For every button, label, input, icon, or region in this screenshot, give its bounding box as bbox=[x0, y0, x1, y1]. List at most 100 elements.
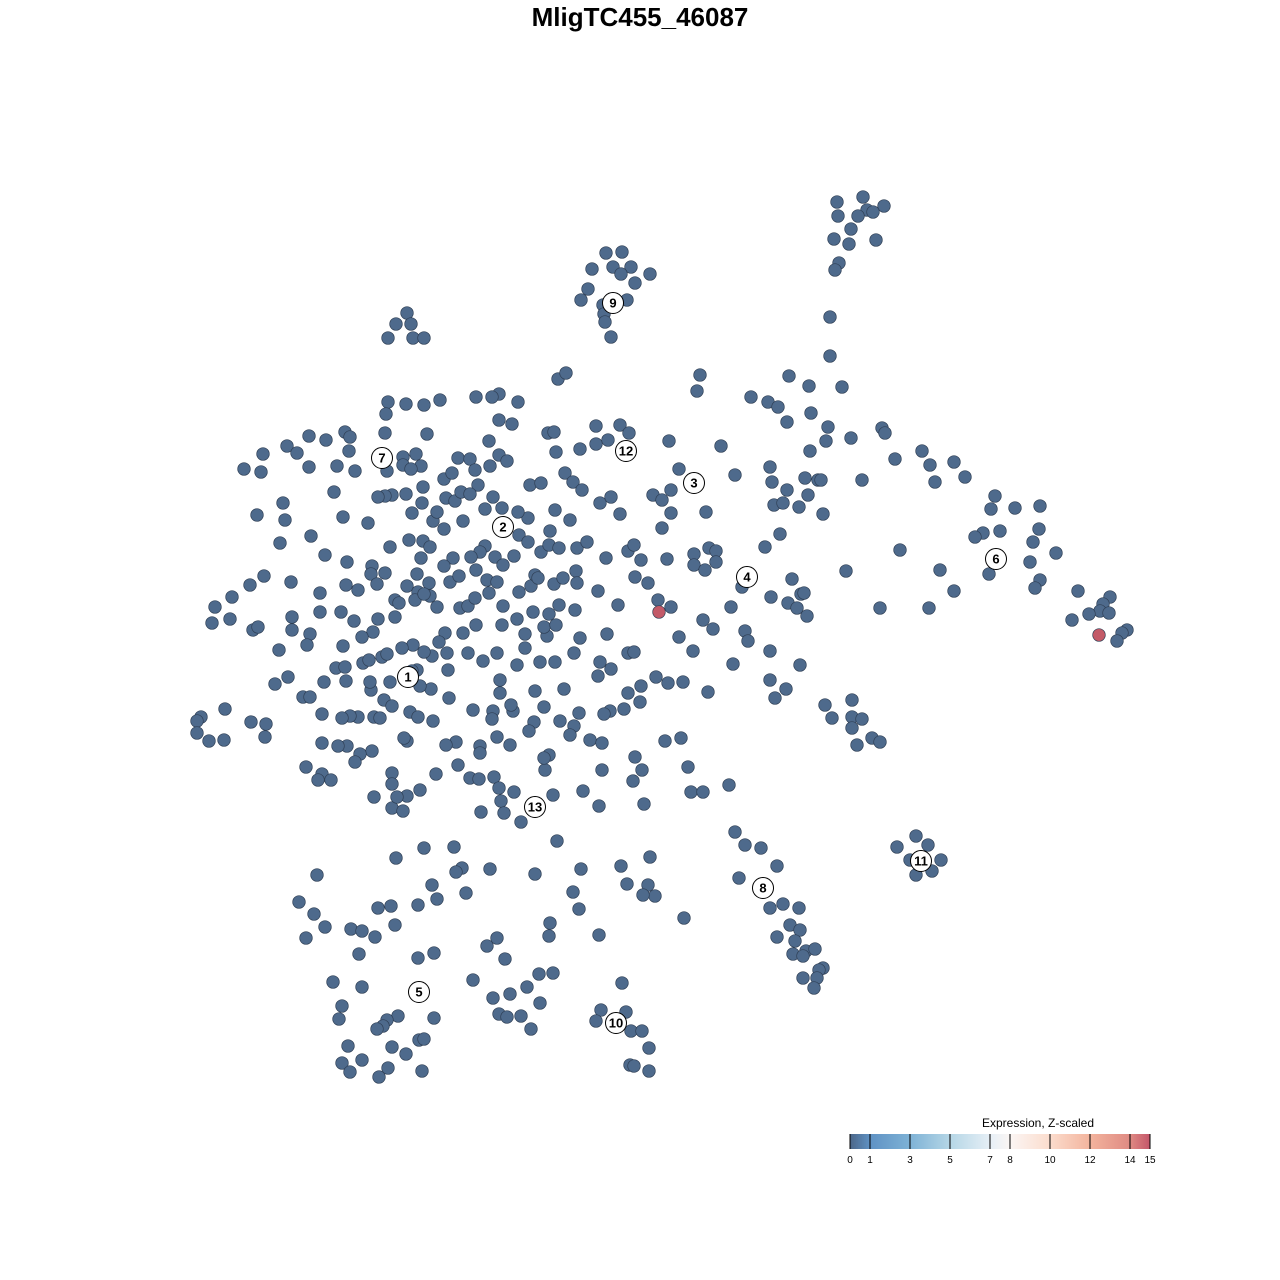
data-point bbox=[490, 575, 504, 589]
data-point bbox=[873, 601, 887, 615]
data-point bbox=[488, 550, 502, 564]
data-point bbox=[410, 567, 424, 581]
data-point bbox=[335, 711, 349, 725]
data-point bbox=[514, 815, 528, 829]
data-point bbox=[424, 682, 438, 696]
data-point bbox=[285, 623, 299, 637]
data-point bbox=[741, 634, 755, 648]
data-point bbox=[542, 929, 556, 943]
cluster-label: 1 bbox=[397, 666, 419, 688]
data-point bbox=[456, 626, 470, 640]
data-point bbox=[566, 475, 580, 489]
data-point bbox=[878, 426, 892, 440]
data-point bbox=[655, 521, 669, 535]
cluster-label-circle bbox=[910, 850, 932, 872]
data-point bbox=[511, 505, 525, 519]
data-point bbox=[402, 533, 416, 547]
data-point bbox=[414, 551, 428, 565]
data-point bbox=[537, 751, 551, 765]
data-point bbox=[257, 569, 271, 583]
data-point bbox=[381, 1061, 395, 1075]
data-point bbox=[471, 478, 485, 492]
data-point bbox=[641, 576, 655, 590]
data-point bbox=[500, 1010, 514, 1024]
data-point bbox=[604, 662, 618, 676]
data-point bbox=[635, 1024, 649, 1038]
data-point bbox=[764, 590, 778, 604]
data-point bbox=[364, 567, 378, 581]
data-point bbox=[495, 501, 509, 515]
cluster-label-circle bbox=[615, 440, 637, 462]
data-point bbox=[796, 949, 810, 963]
data-point bbox=[1065, 613, 1079, 627]
data-point bbox=[628, 570, 642, 584]
data-point bbox=[442, 691, 456, 705]
data-point bbox=[776, 897, 790, 911]
data-point bbox=[533, 996, 547, 1010]
data-point bbox=[1071, 584, 1085, 598]
data-point bbox=[1049, 546, 1063, 560]
data-point bbox=[589, 437, 603, 451]
data-point bbox=[763, 673, 777, 687]
data-point bbox=[601, 433, 615, 447]
data-point bbox=[336, 639, 350, 653]
data-point bbox=[365, 744, 379, 758]
data-point bbox=[676, 675, 690, 689]
data-point bbox=[770, 930, 784, 944]
color-legend: Expression, Z-scaled 0 1 3 5 7 8 10 12 14 15 bbox=[847, 1116, 1156, 1166]
data-point bbox=[417, 841, 431, 855]
data-point bbox=[648, 889, 662, 903]
data-point bbox=[855, 712, 869, 726]
data-point bbox=[613, 418, 627, 432]
data-point bbox=[620, 877, 634, 891]
data-point bbox=[856, 190, 870, 204]
data-point bbox=[866, 205, 880, 219]
data-point bbox=[208, 600, 222, 614]
data-point bbox=[634, 553, 648, 567]
data-point bbox=[397, 731, 411, 745]
data-point bbox=[531, 571, 545, 585]
data-point bbox=[273, 536, 287, 550]
data-point bbox=[284, 575, 298, 589]
data-point bbox=[218, 702, 232, 716]
data-point bbox=[304, 529, 318, 543]
data-point bbox=[968, 530, 982, 544]
data-point bbox=[492, 781, 506, 795]
cluster-label: 5 bbox=[408, 981, 430, 1003]
cluster-label-circle bbox=[736, 566, 758, 588]
cluster-label-circle bbox=[492, 516, 514, 538]
cluster-label-text: 11 bbox=[914, 854, 928, 869]
data-point bbox=[661, 676, 675, 690]
data-point bbox=[785, 572, 799, 586]
data-point bbox=[693, 368, 707, 382]
data-point bbox=[553, 714, 567, 728]
data-point bbox=[368, 930, 382, 944]
legend-tick-label: 0 bbox=[847, 1155, 853, 1166]
data-point bbox=[574, 293, 588, 307]
data-point bbox=[469, 390, 483, 404]
data-point bbox=[495, 618, 509, 632]
data-point bbox=[299, 931, 313, 945]
data-point bbox=[503, 987, 517, 1001]
data-point bbox=[634, 679, 648, 693]
data-point bbox=[773, 527, 787, 541]
data-point bbox=[404, 317, 418, 331]
data-point bbox=[797, 586, 811, 600]
data-point bbox=[379, 407, 393, 421]
chart-title: MligTC455_46087 bbox=[531, 2, 749, 32]
data-point bbox=[563, 728, 577, 742]
data-point bbox=[534, 476, 548, 490]
data-point bbox=[855, 473, 869, 487]
data-point bbox=[569, 564, 583, 578]
data-point bbox=[574, 862, 588, 876]
data-point bbox=[367, 790, 381, 804]
data-point bbox=[486, 490, 500, 504]
data-point bbox=[763, 901, 777, 915]
data-point bbox=[628, 750, 642, 764]
data-point bbox=[351, 583, 365, 597]
data-point bbox=[842, 237, 856, 251]
data-point bbox=[251, 620, 265, 634]
data-point bbox=[722, 778, 736, 792]
data-point bbox=[522, 724, 536, 738]
data-point bbox=[1102, 606, 1116, 620]
